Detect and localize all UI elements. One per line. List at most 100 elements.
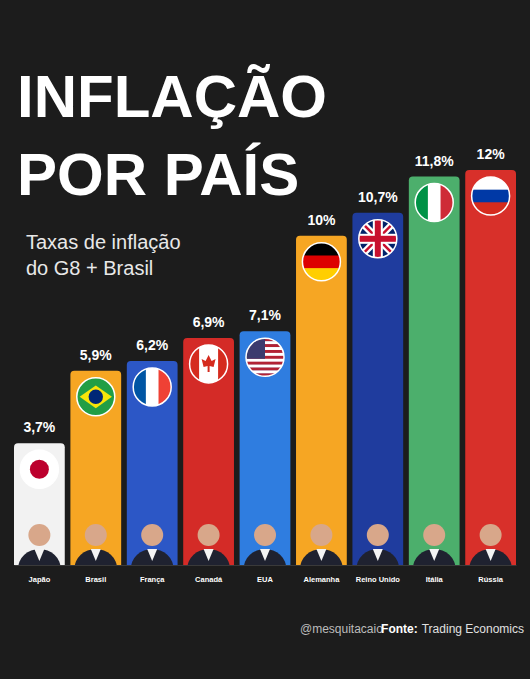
flag-fill xyxy=(246,338,284,376)
bar xyxy=(352,213,403,565)
portrait xyxy=(18,524,61,565)
flag xyxy=(190,345,228,383)
flag-part xyxy=(246,359,284,362)
x-tick-label: Alemanha xyxy=(303,575,340,584)
portrait-collar xyxy=(260,549,270,561)
bar xyxy=(465,170,516,565)
flag-part xyxy=(146,368,159,406)
chart: INFLAÇÃOPOR PAÍSTaxas de inflaçãodo G8 +… xyxy=(0,0,530,679)
x-tick: França xyxy=(140,575,165,584)
flag-part xyxy=(30,460,49,479)
portrait xyxy=(244,524,287,565)
portrait-head xyxy=(480,524,502,546)
value-label: 11,8% xyxy=(415,153,454,169)
flag-part xyxy=(190,345,228,383)
x-tick-label: Brasil xyxy=(85,575,106,584)
portrait-body xyxy=(131,549,174,565)
bar xyxy=(70,371,121,565)
flag xyxy=(472,177,510,216)
flag-ring xyxy=(359,220,397,258)
x-tick: Rússia xyxy=(478,575,503,584)
flag xyxy=(133,368,172,406)
x-tick: Canadá xyxy=(195,575,223,584)
flag xyxy=(246,338,284,376)
portrait-head xyxy=(310,524,332,546)
value-label: 10,7% xyxy=(358,189,398,205)
flag-part xyxy=(302,243,340,256)
flag-fill xyxy=(77,378,115,416)
portrait-collar xyxy=(34,549,44,561)
flag-ring xyxy=(472,177,510,215)
portrait-collar xyxy=(204,549,214,561)
flag-ring xyxy=(415,184,453,222)
portrait-head xyxy=(423,524,445,546)
flag-part xyxy=(375,220,381,258)
flag-fill xyxy=(415,184,454,222)
flag xyxy=(20,450,58,488)
bar xyxy=(409,177,460,565)
flag-ring xyxy=(133,368,171,406)
flag-part xyxy=(359,220,397,258)
bar xyxy=(14,443,65,565)
portrait-head xyxy=(254,524,276,546)
flag-part xyxy=(428,184,441,222)
x-axis: JapãoBrasilFrançaCanadáEUAAlemanhaReino … xyxy=(15,566,517,585)
value-label: 3,7% xyxy=(23,419,55,435)
portrait-collar xyxy=(429,549,439,561)
value-label: 7,1% xyxy=(249,307,281,323)
background xyxy=(0,0,530,679)
portrait xyxy=(74,524,117,565)
flag-part xyxy=(80,385,112,408)
subtitle: Taxas de inflação xyxy=(26,231,181,253)
flag-fill xyxy=(133,368,172,406)
x-tick: EUA xyxy=(257,575,273,584)
flag-part xyxy=(133,368,146,406)
bar xyxy=(183,338,234,565)
portrait-body xyxy=(244,549,287,565)
flag-part xyxy=(359,220,397,258)
flag xyxy=(77,378,115,416)
flag-part xyxy=(202,355,216,372)
flag-ring xyxy=(77,378,115,416)
x-tick: Reino Unido xyxy=(356,575,401,584)
bar xyxy=(240,331,291,565)
x-tick-label: França xyxy=(140,575,165,584)
portrait-collar xyxy=(147,549,157,561)
flag-part xyxy=(472,190,510,203)
flag-part xyxy=(20,450,58,488)
portrait-body xyxy=(469,549,512,565)
portrait-body xyxy=(413,549,456,565)
flag-fill xyxy=(302,243,340,282)
value-label: 12% xyxy=(477,146,506,162)
source-label: Fonte: xyxy=(381,622,418,636)
bar xyxy=(127,361,178,565)
portrait-body xyxy=(74,549,117,565)
portrait-head xyxy=(198,524,220,546)
value-label: 5,9% xyxy=(80,347,112,363)
flag-fill xyxy=(190,345,228,383)
flag xyxy=(415,184,454,222)
flag-part xyxy=(246,362,284,365)
portrait-head xyxy=(367,524,389,546)
credit: @mesquitacaio xyxy=(300,622,383,636)
bar xyxy=(296,236,347,565)
flag-fill xyxy=(359,220,397,258)
portrait xyxy=(187,524,230,565)
flag-part xyxy=(246,365,284,368)
plot-area xyxy=(14,170,516,565)
flag-fill xyxy=(472,177,510,216)
source-name: Trading Economics xyxy=(422,622,524,636)
portrait-collar xyxy=(91,549,101,561)
portrait xyxy=(300,524,343,565)
value-label: 6,2% xyxy=(136,337,168,353)
flag-part xyxy=(472,177,510,190)
x-tick: Alemanha xyxy=(303,575,340,584)
title: POR PAÍS xyxy=(17,141,299,208)
value-label: 6,9% xyxy=(193,314,225,330)
flag-ring xyxy=(190,345,228,383)
x-tick-label: EUA xyxy=(257,575,273,584)
portrait-collar xyxy=(486,549,496,561)
subtitle: do G8 + Brasil xyxy=(26,257,153,279)
x-tick: Itália xyxy=(426,575,444,584)
flag-part xyxy=(77,378,115,416)
